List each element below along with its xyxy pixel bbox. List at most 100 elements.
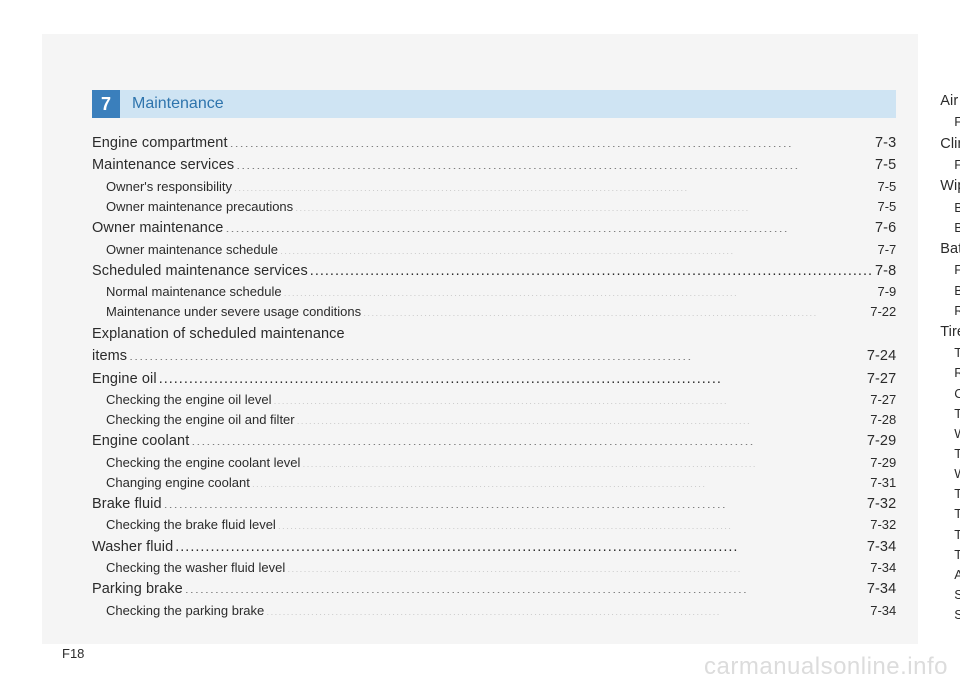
toc-page: 7-6 [875, 217, 896, 239]
toc-page: 7-28 [870, 410, 896, 430]
toc-label: Filter replacement [954, 112, 960, 132]
toc-label: Reset features [954, 301, 960, 321]
toc-line: Tire maintenance7-51 [940, 504, 960, 524]
toc-leader [310, 260, 873, 275]
toc-label: Changing engine coolant [106, 473, 250, 493]
toc-line: Checking the parking brake 7-34 [92, 601, 896, 621]
toc-label: Brake fluid [92, 493, 162, 515]
toc-label: Filter inspection [954, 155, 960, 175]
toc-line: Checking the washer fluid level7-34 [92, 558, 896, 578]
toc-line: Check tire inflation pressure7-47 [940, 384, 960, 404]
toc-line: Wheel alignment and tire balance7-49 [940, 424, 960, 444]
toc-leader [159, 368, 865, 383]
toc-page: 7-29 [867, 430, 896, 452]
toc-label: Scheduled maintenance services [92, 260, 308, 282]
toc-page: 7-34 [867, 578, 896, 600]
toc-line: Engine compartment 7-3 [92, 132, 896, 154]
toc-label: Engine oil [92, 368, 157, 390]
toc-label: Wiper blades [940, 175, 960, 197]
toc-leader [278, 516, 868, 529]
toc-line: Engine oil 7-27 [92, 368, 896, 390]
toc-label: Tire traction [954, 484, 960, 504]
toc-label: Checking the engine oil level [106, 390, 272, 410]
toc-page: 7-32 [867, 493, 896, 515]
toc-line: Parking brake 7-34 [92, 578, 896, 600]
toc-leader [274, 391, 869, 404]
toc-leader [295, 198, 875, 211]
toc-label: Checking the engine oil and filter [106, 410, 295, 430]
toc-line: Checking the engine oil level7-27 [92, 390, 896, 410]
toc-line: All season tires7-58 [940, 565, 960, 585]
toc-leader [185, 579, 865, 594]
toc-line: Blade inspection7-38 [940, 198, 960, 218]
toc-label: Battery [940, 238, 960, 260]
toc-line: Owner maintenance schedule7-7 [92, 240, 896, 260]
toc-label: Checking the parking brake [106, 601, 264, 621]
toc-label: Climate control air filter [940, 133, 960, 155]
toc-page: 7-34 [870, 601, 896, 621]
toc-right-list: Air cleaner7-35Filter replacement7-35Cli… [940, 90, 960, 625]
toc-label: Parking brake [92, 578, 183, 600]
toc-page: 7-5 [877, 177, 896, 197]
toc-line: Owner's responsibility 7-5 [92, 177, 896, 197]
toc-label: Engine coolant [92, 430, 189, 452]
toc-page: 7-3 [875, 132, 896, 154]
toc-leader [252, 474, 868, 487]
toc-line: Battery recharging7-42 [940, 281, 960, 301]
toc-line: Brake fluid 7-32 [92, 493, 896, 515]
toc-line: Maintenance services7-5 [92, 154, 896, 176]
toc-line: Reset features7-44 [940, 301, 960, 321]
toc-page: 7-29 [870, 453, 896, 473]
toc-line: Climate control air filter7-36 [940, 133, 960, 155]
watermark: carmanualsonline.info [704, 653, 948, 681]
toc-line: Engine coolant 7-29 [92, 430, 896, 452]
toc-label: Washer fluid [92, 536, 173, 558]
toc-label: Wheel replacement [954, 464, 960, 484]
toc-left-list: Engine compartment7-3Maintenance service… [92, 132, 896, 621]
toc-line: Battery7-40 [940, 238, 960, 260]
toc-leader [280, 241, 875, 254]
toc-label: Snow tires [954, 605, 960, 625]
toc-line: Normal maintenance schedule7-9 [92, 282, 896, 302]
toc-line: Summer tires7-58 [940, 585, 960, 605]
toc-line: Washer fluid 7-34 [92, 536, 896, 558]
toc-line: Tire care7-45 [940, 343, 960, 363]
toc-line: items7-24 [92, 345, 896, 367]
toc-label: All season tires [954, 565, 960, 585]
toc-label: For best battery service [954, 260, 960, 280]
toc-line: Filter replacement7-35 [940, 112, 960, 132]
left-column: 7 Maintenance Engine compartment7-3Maint… [92, 90, 896, 624]
toc-line: Changing engine coolant7-31 [92, 473, 896, 493]
toc-line: Owner maintenance precautions7-5 [92, 197, 896, 217]
toc-leader [236, 155, 873, 170]
toc-label: Air cleaner [940, 90, 960, 112]
toc-line: Owner maintenance7-6 [92, 217, 896, 239]
toc-line: Tires and wheels7-45 [940, 321, 960, 343]
toc-line: Checking the brake fluid level7-32 [92, 515, 896, 535]
chapter-number: 7 [92, 90, 120, 118]
toc-line: Tire sidewall labeling7-51 [940, 525, 960, 545]
toc-label: Owner's responsibility [106, 177, 232, 197]
toc-label: Checking the engine coolant level [106, 453, 300, 473]
toc-page: 7-34 [867, 536, 896, 558]
toc-label: Battery recharging [954, 281, 960, 301]
toc-label: Maintenance under severe usage condition… [106, 302, 361, 322]
toc-leader [164, 494, 865, 509]
toc-label: Engine compartment [92, 132, 228, 154]
toc-line: Wheel replacement7-50 [940, 464, 960, 484]
toc-line: Snow tires7-58 [940, 605, 960, 625]
toc-line: Scheduled maintenance services 7-8 [92, 260, 896, 282]
toc-page: 7-22 [870, 302, 896, 322]
toc-label: Maintenance services [92, 154, 234, 176]
toc-label: Wheel alignment and tire balance [954, 424, 960, 444]
toc-page: 7-34 [870, 558, 896, 578]
toc-page: 7-8 [875, 260, 896, 282]
page-number: F18 [62, 646, 84, 661]
toc-line: Maintenance under severe usage condition… [92, 302, 896, 322]
manual-page: 7 Maintenance Engine compartment7-3Maint… [0, 0, 960, 689]
toc-page: 7-27 [867, 368, 896, 390]
toc-label: Check tire inflation pressure [954, 384, 960, 404]
toc-leader [234, 178, 875, 191]
toc-leader [175, 536, 865, 551]
toc-label: items [92, 345, 127, 367]
